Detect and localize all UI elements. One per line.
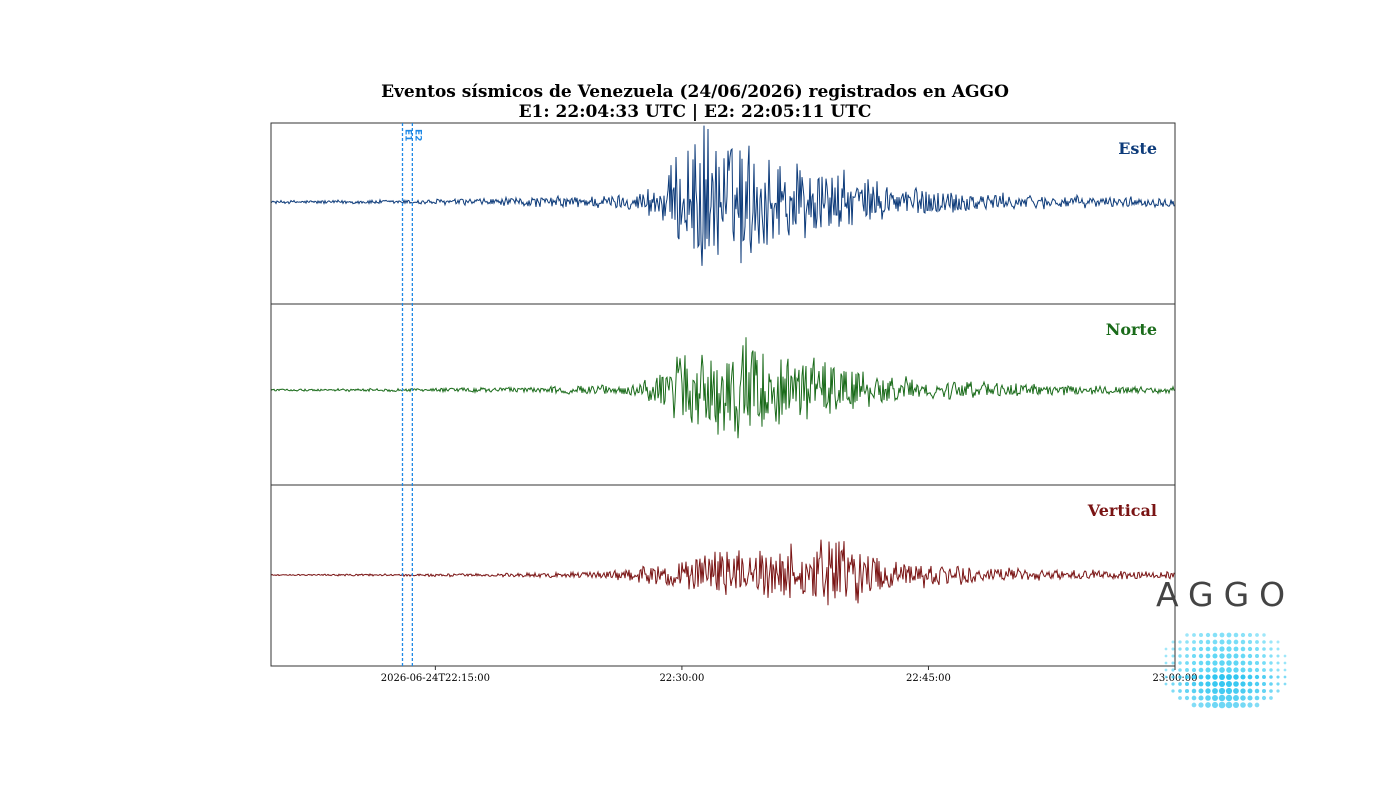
event-marker-label-e2: E2 — [412, 129, 422, 141]
x-tick-label: 23:00:00 — [1153, 673, 1198, 684]
series-trace-este — [270, 125, 1176, 266]
event-marker-label-e1: E1 — [402, 129, 412, 141]
series-label-norte: Norte — [1106, 320, 1157, 339]
series-trace-vertical — [270, 539, 1176, 606]
x-tick-label: 2026-06-24T22:15:00 — [381, 673, 490, 684]
aggo-logo: AGGO — [1156, 575, 1295, 709]
series-label-vertical: Vertical — [1087, 501, 1157, 520]
aggo-globe-icon — [1164, 632, 1287, 709]
series-label-este: Este — [1118, 139, 1157, 158]
x-tick-label: 22:45:00 — [906, 673, 951, 684]
series-trace-norte — [270, 337, 1176, 439]
chart-subtitle: E1: 22:04:33 UTC | E2: 22:05:11 UTC — [518, 102, 872, 122]
chart-title: Eventos sísmicos de Venezuela (24/06/202… — [381, 82, 1009, 102]
aggo-logo-text: AGGO — [1156, 575, 1295, 614]
panel-frame — [270, 484, 1176, 667]
x-tick-label: 22:30:00 — [659, 673, 704, 684]
